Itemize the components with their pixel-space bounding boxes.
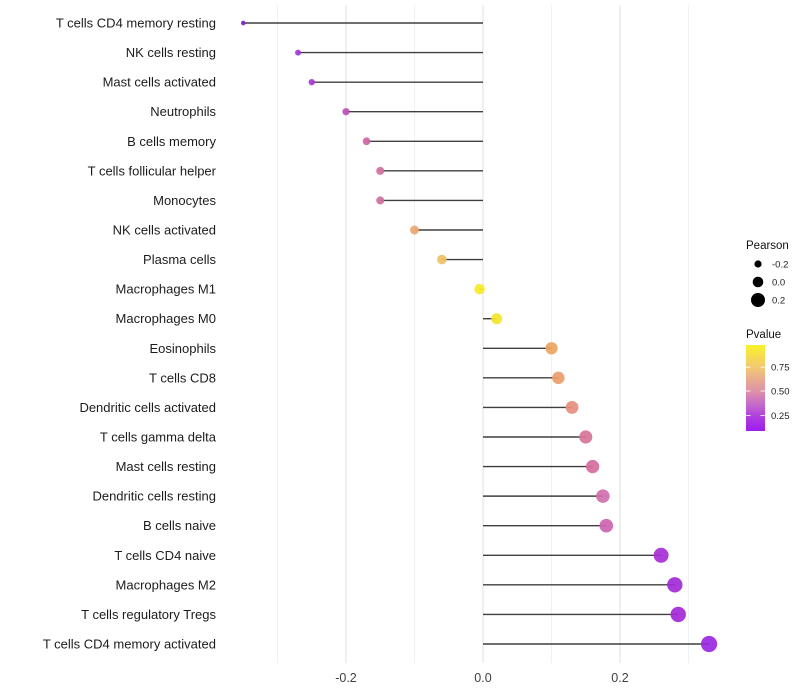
lollipop-dot	[599, 518, 614, 533]
y-axis-label: B cells naive	[143, 518, 216, 533]
lollipop-dot	[362, 137, 371, 146]
y-axis-label: B cells memory	[127, 134, 216, 149]
y-axis-label: Macrophages M2	[116, 577, 216, 592]
lollipop-dot	[552, 371, 565, 385]
lollipop-dot	[376, 166, 385, 175]
lollipop-dot	[653, 547, 669, 563]
pearson-legend-dot	[751, 293, 765, 307]
y-axis-label: Monocytes	[153, 193, 216, 208]
pearson-legend-label: 0.0	[772, 278, 785, 289]
x-tick-label: -0.2	[335, 671, 357, 685]
y-axis-label: T cells CD4 memory activated	[43, 636, 216, 651]
lollipop-rows-group: T cells CD4 memory resting NK cells resti…	[43, 16, 718, 653]
pvalue-legend-title: Pvalue	[746, 329, 781, 341]
lollipop-dot	[670, 606, 686, 623]
y-axis-label: T cells regulatory Tregs	[81, 607, 216, 622]
lollipop-dot	[545, 342, 558, 355]
lollipop-dot	[596, 489, 610, 503]
pvalue-tick-label: 0.25	[771, 411, 790, 422]
y-axis-label: T cells CD4 memory resting	[56, 16, 216, 31]
y-axis-label: T cells follicular helper	[88, 163, 217, 178]
lollipop-dot	[437, 254, 447, 265]
pearson-legend-label: -0.2	[772, 260, 788, 271]
lollipop-dot	[565, 401, 579, 414]
lollipop-dot	[491, 313, 503, 325]
pearson-legend-title: Pearson	[746, 240, 789, 252]
lollipop-dot	[240, 20, 246, 26]
pearson-legend-label: 0.2	[772, 296, 785, 307]
lollipop-dot	[376, 196, 385, 205]
y-axis-label: Eosinophils	[150, 341, 217, 356]
y-axis-label: T cells gamma delta	[100, 429, 217, 444]
pvalue-gradient-bar	[746, 345, 765, 431]
y-axis-label: Macrophages M0	[116, 311, 216, 326]
lollipop-dot	[667, 577, 683, 593]
y-axis-label: Plasma cells	[143, 252, 216, 267]
lollipop-dot	[342, 108, 350, 116]
x-axis-group: -0.2 0.0 0.2	[335, 671, 629, 685]
y-axis-label: Neutrophils	[150, 104, 216, 119]
y-axis-label: T cells CD8	[149, 370, 216, 385]
lollipop-dot	[308, 78, 315, 86]
pearson-legend-dot	[752, 276, 764, 288]
y-axis-label: Mast cells activated	[103, 75, 216, 90]
pvalue-tick-label: 0.50	[771, 387, 790, 398]
lollipop-dot	[474, 283, 485, 295]
x-tick-label: 0.0	[474, 671, 491, 685]
legend-group: Pearson -0.2 0.0 0.2 Pvalue 0.75 0.50 0.25	[746, 240, 790, 431]
lollipop-dot	[410, 225, 419, 235]
y-axis-label: Mast cells resting	[116, 459, 216, 474]
lollipop-dot	[295, 49, 302, 56]
x-tick-label: 0.2	[611, 671, 628, 685]
y-axis-label: Macrophages M1	[116, 282, 216, 297]
y-axis-label: NK cells activated	[113, 222, 216, 237]
y-axis-label: T cells CD4 naive	[114, 548, 216, 563]
lollipop-dot	[585, 459, 600, 474]
y-axis-label: NK cells resting	[126, 45, 216, 60]
lollipop-dot	[700, 635, 718, 653]
y-axis-label: Dendritic cells resting	[92, 489, 216, 504]
gridlines-group	[277, 5, 689, 663]
pvalue-tick-label: 0.75	[771, 363, 790, 374]
pearson-legend-dot	[754, 260, 762, 268]
lollipop-dot	[579, 430, 593, 444]
y-axis-label: Dendritic cells activated	[79, 400, 216, 415]
